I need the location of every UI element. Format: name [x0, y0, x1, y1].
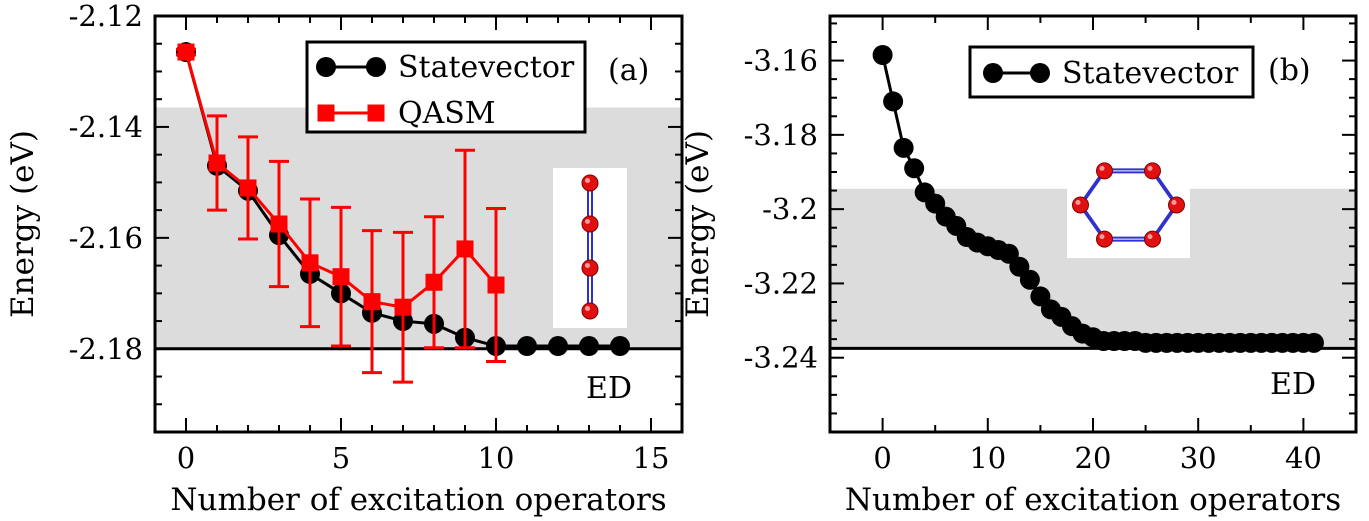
legend-marker [317, 104, 335, 122]
y-axis-title: Energy (eV) [680, 130, 716, 318]
atom-highlight [1099, 165, 1105, 171]
x-tick-label: 0 [873, 441, 891, 475]
atom-highlight [585, 263, 590, 268]
atom-highlight [585, 178, 590, 183]
atom [581, 302, 599, 320]
x-axis-title: Number of excitation operators [845, 482, 1341, 518]
atom-highlight [585, 219, 590, 224]
legend-label: Statevector [398, 50, 575, 85]
panel-a: 0 5 10 15 -2.12 -2.14 -2.16 -2.18 Number of exci… [5, 0, 684, 518]
legend-label: QASM [398, 96, 496, 131]
x-tick-label: 10 [969, 441, 1006, 475]
ed-label: ED [1270, 367, 1316, 402]
data-point [239, 179, 257, 197]
data-point [579, 336, 599, 357]
x-tick-label: 40 [1285, 441, 1322, 475]
panel-label: (b) [1268, 53, 1311, 88]
atom [581, 259, 599, 277]
data-point [872, 45, 893, 65]
legend-marker [366, 57, 386, 77]
x-tick-label: 15 [633, 441, 670, 475]
data-point [177, 43, 195, 61]
y-tick-label: -2.14 [69, 110, 143, 144]
atom-highlight [1147, 234, 1153, 240]
legend: Statevector [968, 45, 1255, 99]
data-point [548, 336, 568, 357]
data-point [363, 293, 381, 311]
ed-label: ED [586, 371, 632, 406]
legend-marker [983, 63, 1003, 83]
legend-label: Statevector [1062, 56, 1239, 91]
y-tick-label: -3.18 [744, 118, 818, 152]
atom [1096, 230, 1113, 248]
data-point [487, 276, 505, 294]
atom-highlight [1075, 200, 1081, 205]
atom [1144, 230, 1161, 248]
y-tick-label: -2.18 [69, 332, 143, 366]
series-statevector [872, 45, 1324, 353]
panel-b: 0 10 20 30 40 -3.16 -3.18 -3.2 -3.22 -3.24 Number … [680, 14, 1358, 518]
data-point [208, 154, 226, 172]
atom [581, 174, 599, 192]
atom-highlight [1099, 234, 1105, 240]
legend-marker [316, 57, 336, 77]
data-point [456, 240, 474, 258]
x-tick-label: 30 [1180, 441, 1217, 475]
data-point [1019, 269, 1040, 290]
legend-box [305, 40, 587, 134]
legend: Statevector QASM [305, 40, 587, 134]
data-point [301, 254, 319, 272]
x-tick-label: 10 [478, 441, 515, 475]
legend-marker [1030, 63, 1050, 83]
atom [581, 215, 599, 233]
data-point [270, 215, 288, 233]
x-tick-label: 20 [1075, 441, 1112, 475]
data-point [1303, 332, 1324, 353]
data-point [425, 273, 443, 291]
plot-frame [153, 14, 684, 434]
y-tick-label: -2.12 [69, 0, 143, 33]
inset-background [553, 168, 627, 328]
y-axis-title: Energy (eV) [5, 130, 41, 318]
atom [1168, 196, 1185, 214]
data-point [610, 336, 630, 357]
atom [1072, 196, 1089, 214]
data-point [904, 158, 925, 179]
data-point [883, 91, 904, 112]
y-tick-label: -2.16 [69, 221, 143, 255]
series-qasm [176, 43, 506, 384]
y-tick-label: -3.16 [744, 44, 818, 78]
x-tick-label: 5 [332, 441, 350, 475]
y-tick-label: -3.24 [744, 341, 818, 375]
data-point [517, 336, 537, 357]
data-point [394, 298, 412, 316]
atom-highlight [1171, 200, 1177, 205]
atom [1144, 162, 1161, 180]
atom [1096, 162, 1113, 180]
panel-label: (a) [608, 53, 649, 88]
data-point [332, 268, 350, 286]
x-tick-label: 0 [177, 441, 195, 475]
data-point [893, 137, 914, 158]
legend-marker [367, 104, 385, 122]
y-tick-label: -3.2 [762, 192, 818, 226]
y-tick-label: -3.22 [744, 266, 818, 300]
atom-highlight [1147, 165, 1153, 171]
x-axis-title: Number of excitation operators [170, 482, 666, 518]
atom-highlight [585, 306, 590, 311]
